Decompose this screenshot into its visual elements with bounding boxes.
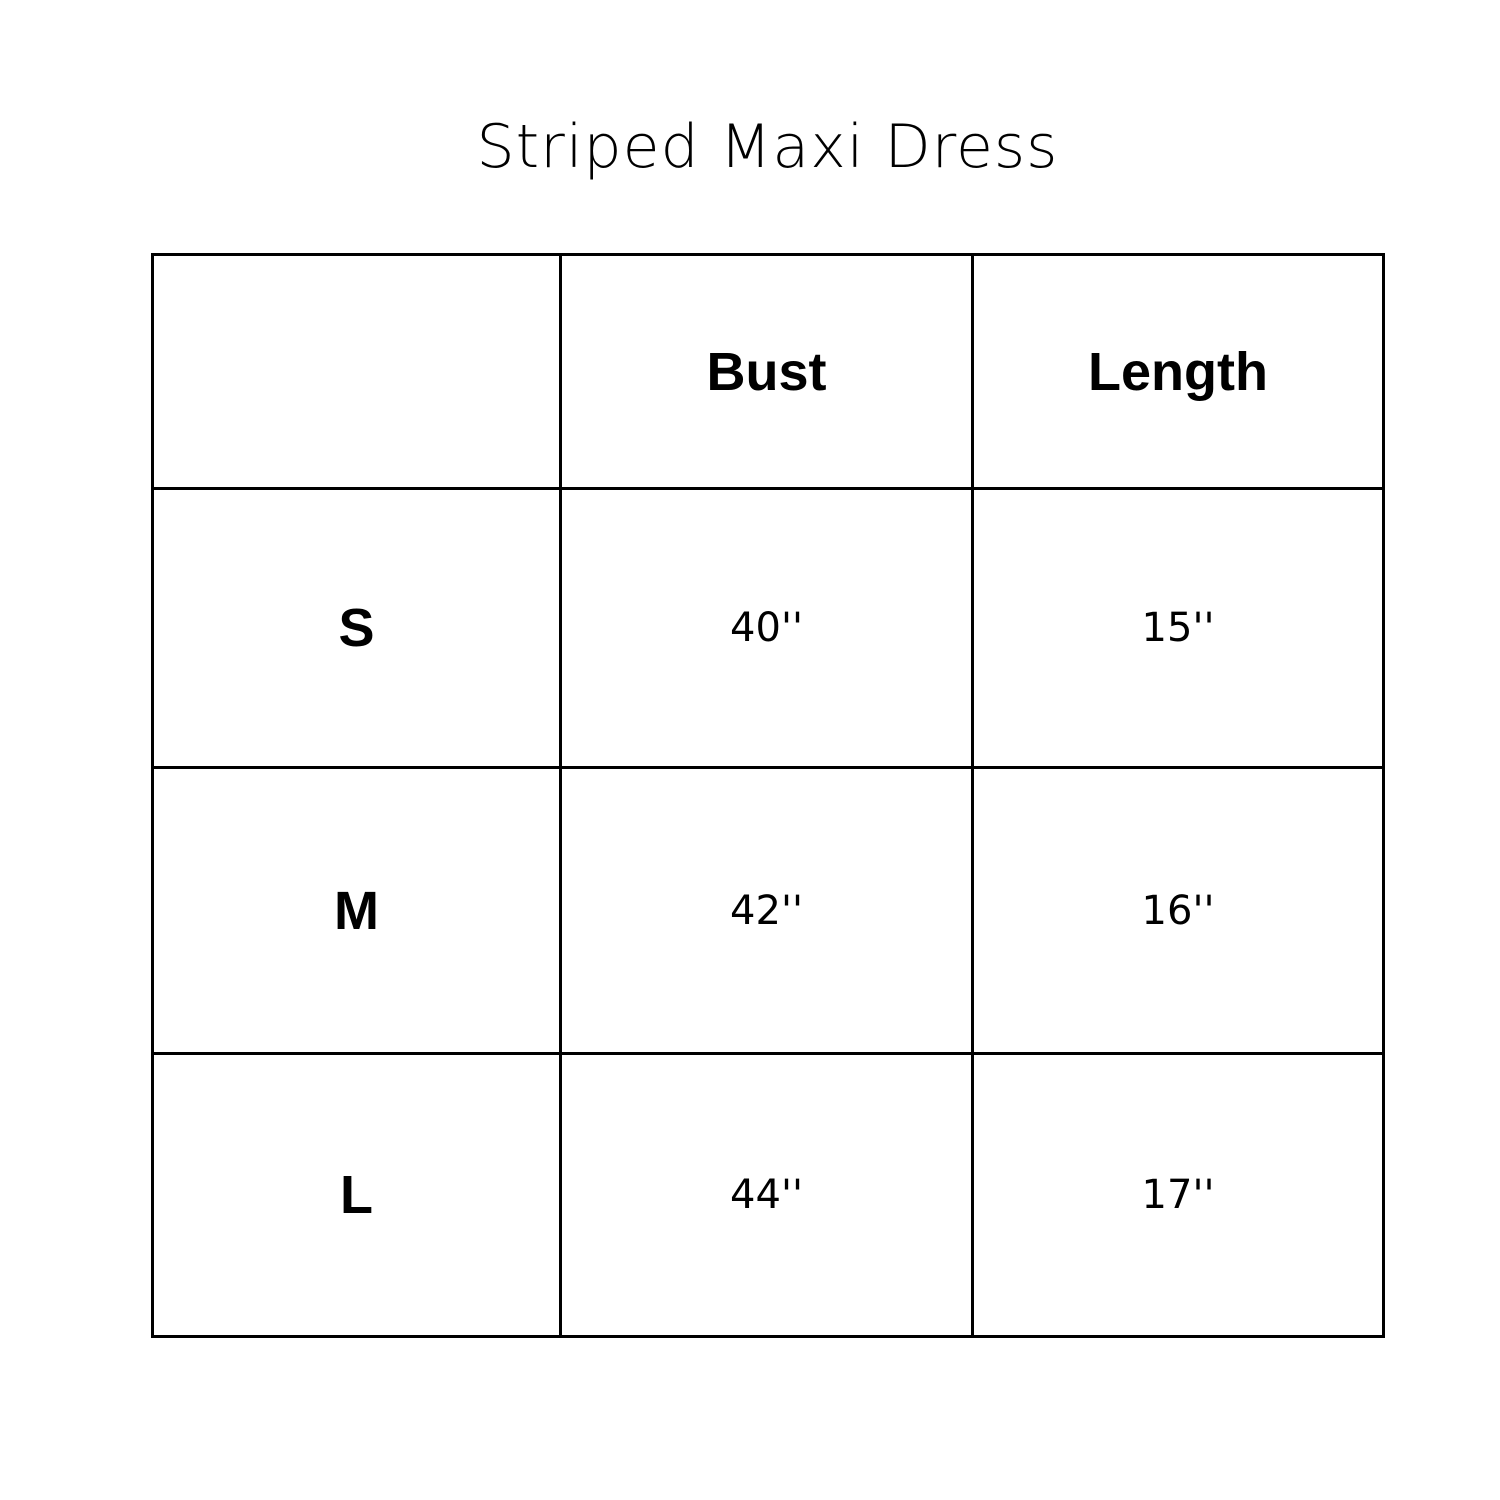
header-row: Bust Length xyxy=(151,253,1385,490)
bust-cell: 44'' xyxy=(559,1052,974,1338)
length-cell: 16'' xyxy=(971,766,1385,1055)
table-row: S 40'' 15'' xyxy=(151,487,1385,769)
header-bust: Bust xyxy=(559,253,974,490)
size-cell: L xyxy=(151,1052,562,1338)
table-row: M 42'' 16'' xyxy=(151,766,1385,1055)
size-cell: S xyxy=(151,487,562,769)
bust-cell: 42'' xyxy=(559,766,974,1055)
table-row: L 44'' 17'' xyxy=(151,1052,1385,1338)
length-cell: 15'' xyxy=(971,487,1385,769)
size-chart-table: Bust Length S 40'' 15'' M 42'' 16'' L 44… xyxy=(151,253,1385,1338)
header-length: Length xyxy=(971,253,1385,490)
chart-title: Striped Maxi Dress xyxy=(476,112,1059,182)
size-cell: M xyxy=(151,766,562,1055)
bust-cell: 40'' xyxy=(559,487,974,769)
length-cell: 17'' xyxy=(971,1052,1385,1338)
header-empty xyxy=(151,253,562,490)
